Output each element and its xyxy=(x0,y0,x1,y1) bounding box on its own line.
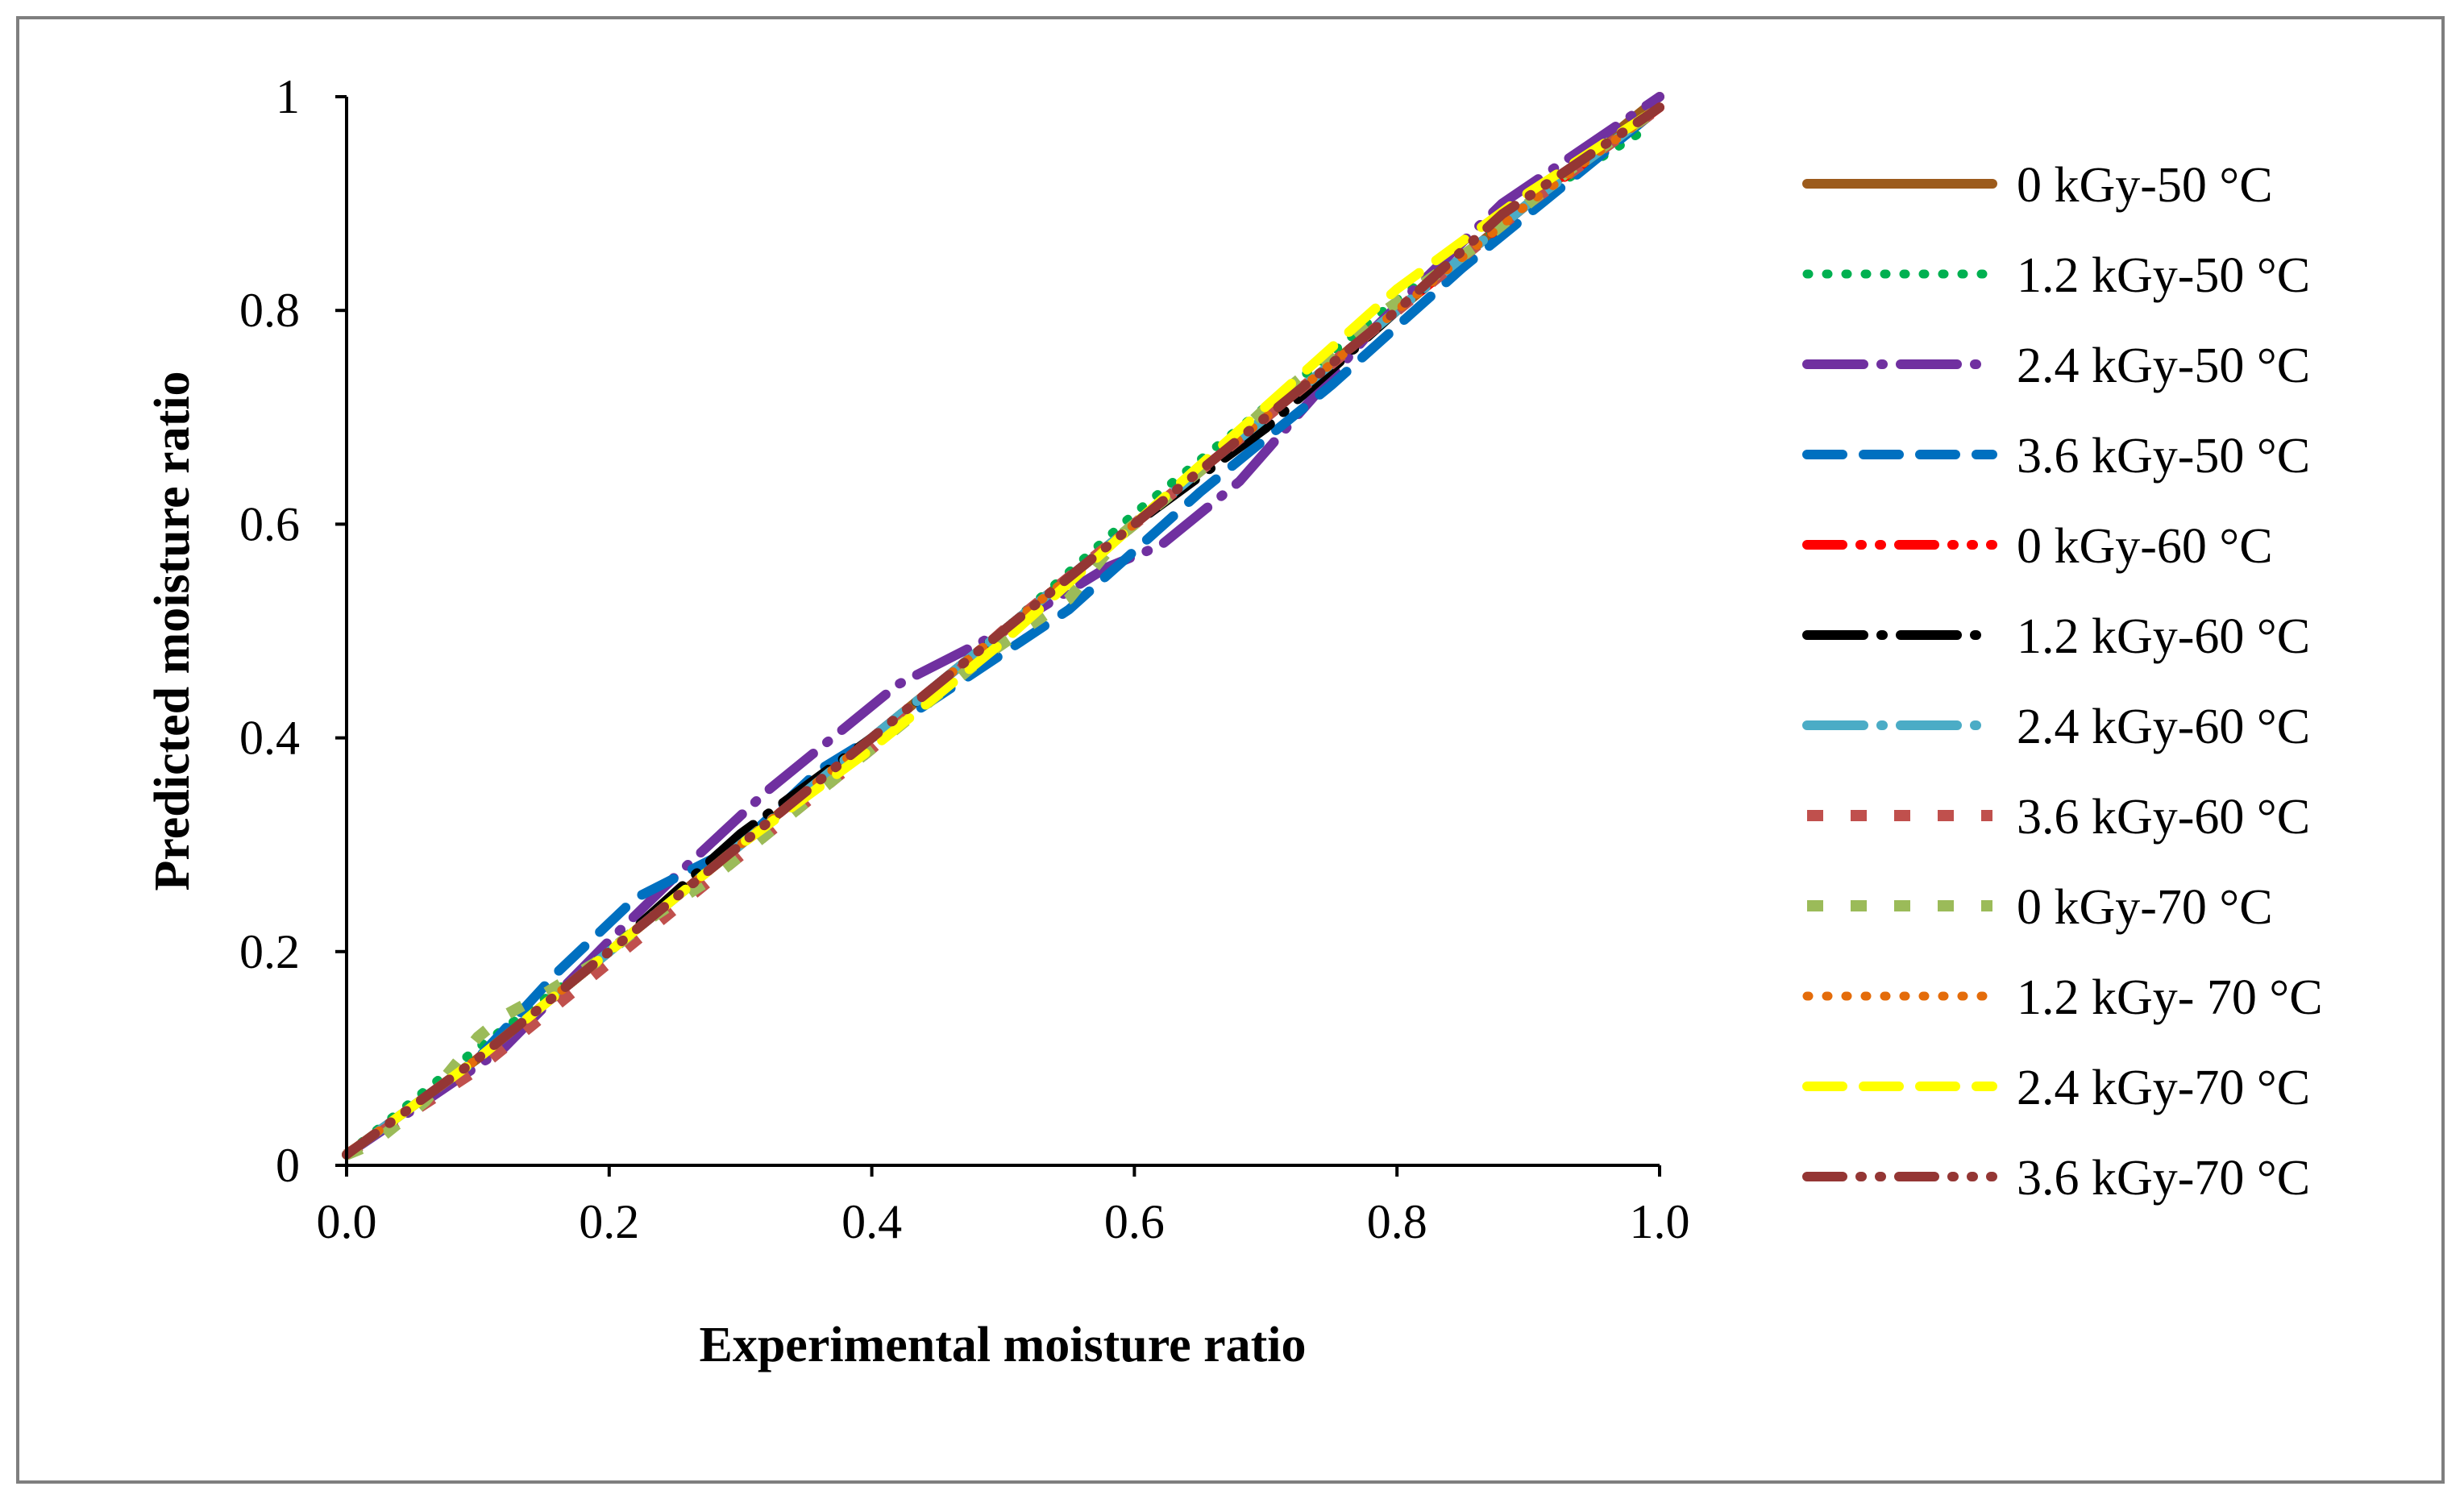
legend-label: 2.4 kGy-60 °C xyxy=(2017,700,2310,754)
legend-label: 1.2 kGy- 70 °C xyxy=(2017,970,2323,1025)
legend-label: 3.6 kGy-50 °C xyxy=(2017,429,2310,484)
series-layer xyxy=(342,92,1664,1160)
series-line-11 xyxy=(342,102,1664,1160)
legend-item: 3.6 kGy-70 °C xyxy=(1802,1151,2310,1206)
legend-label: 1.2 kGy-50 °C xyxy=(2017,248,2310,303)
chart-frame: 0.0 0.2 0.4 0.6 0.8 1.0 0 0.2 0.4 0.6 0.8 1 Experim… xyxy=(16,16,2445,1484)
axes xyxy=(345,97,1660,1167)
x-tick-label: 0.4 xyxy=(841,1195,902,1248)
chart: 0.0 0.2 0.4 0.6 0.8 1.0 0 0.2 0.4 0.6 0.8 1 Experim… xyxy=(145,70,2323,1372)
y-tick-label: 0 xyxy=(276,1139,300,1192)
y-tick-label: 1 xyxy=(276,70,300,123)
legend-label: 0 kGy-70 °C xyxy=(2017,880,2273,935)
legend-label: 3.6 kGy-60 °C xyxy=(2017,790,2310,845)
y-tick-label: 0.8 xyxy=(239,284,300,337)
x-tick-label: 0.0 xyxy=(317,1195,377,1248)
legend-item: 0 kGy-50 °C xyxy=(1802,158,2273,213)
legend-item: 2.4 kGy-60 °C xyxy=(1802,700,2310,754)
legend-item: 3.6 kGy-60 °C xyxy=(1807,790,2310,845)
legend-label: 2.4 kGy-70 °C xyxy=(2017,1061,2310,1115)
legend-item: 2.4 kGy-50 °C xyxy=(1802,338,2310,393)
legend-item: 1.2 kGy-50 °C xyxy=(1802,248,2310,303)
x-tick-label: 0.8 xyxy=(1367,1195,1427,1248)
x-tick-label: 0.2 xyxy=(579,1195,639,1248)
legend-label: 0 kGy-60 °C xyxy=(2017,519,2273,574)
legend: 0 kGy-50 °C 1.2 kGy-50 °C 2.4 kGy-50 °C 3.6… xyxy=(1802,158,2323,1206)
x-tick-label: 1.0 xyxy=(1630,1195,1690,1248)
legend-item: 0 kGy-70 °C xyxy=(1807,880,2273,935)
legend-label: 1.2 kGy-60 °C xyxy=(2017,609,2310,664)
legend-label: 2.4 kGy-50 °C xyxy=(2017,338,2310,393)
series-line-10 xyxy=(342,102,1664,1160)
ticks: 0.0 0.2 0.4 0.6 0.8 1.0 0 0.2 0.4 0.6 0.8 1 xyxy=(239,70,1690,1248)
legend-label: 3.6 kGy-70 °C xyxy=(2017,1151,2310,1206)
legend-item: 3.6 kGy-50 °C xyxy=(1802,429,2310,484)
y-tick-label: 0.2 xyxy=(239,925,300,978)
legend-label: 0 kGy-50 °C xyxy=(2017,158,2273,213)
legend-item: 0 kGy-60 °C xyxy=(1802,519,2273,574)
legend-item: 1.2 kGy-60 °C xyxy=(1802,609,2310,664)
x-tick-label: 0.6 xyxy=(1104,1195,1165,1248)
y-tick-label: 0.4 xyxy=(239,712,300,765)
y-axis-title: Predicted moisture ratio xyxy=(145,371,200,891)
x-axis-title: Experimental moisture ratio xyxy=(699,1318,1306,1372)
legend-item: 2.4 kGy-70 °C xyxy=(1802,1061,2310,1115)
legend-item: 1.2 kGy- 70 °C xyxy=(1802,970,2323,1025)
y-tick-label: 0.6 xyxy=(239,497,300,550)
